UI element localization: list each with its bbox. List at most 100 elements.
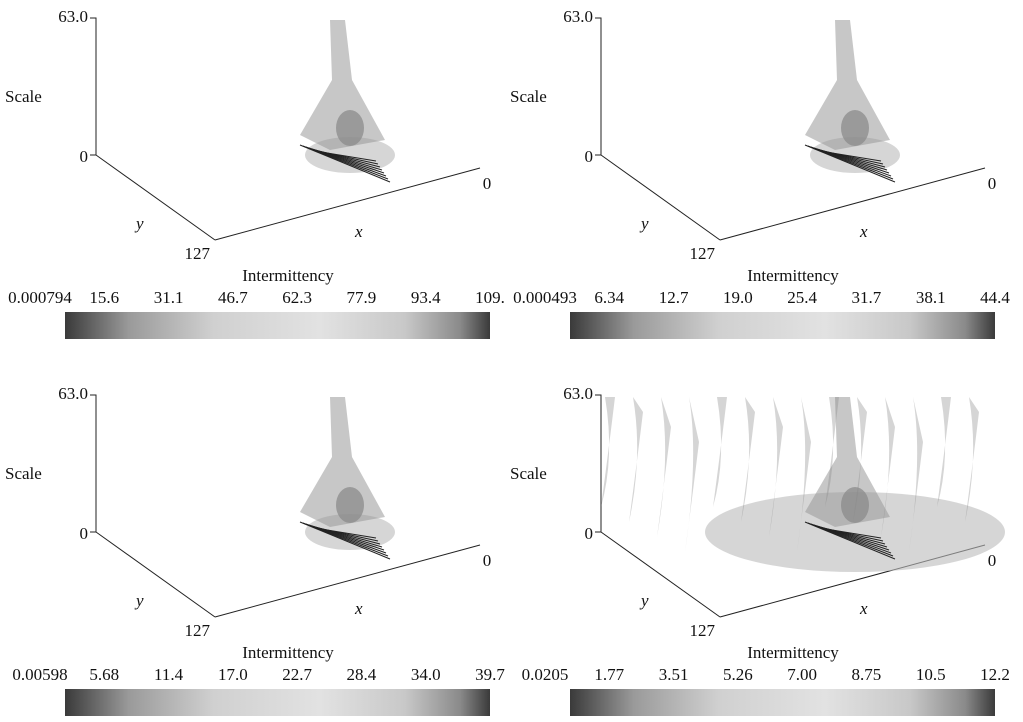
isosurface <box>937 397 951 507</box>
isosurface <box>601 397 615 507</box>
isosurface <box>336 487 364 523</box>
z-axis <box>595 394 602 533</box>
colorbar-tick-label: 25.4 <box>787 288 817 307</box>
isosurface <box>797 397 811 552</box>
x-axis-title: x <box>354 599 363 618</box>
isosurface <box>909 397 923 552</box>
panel: 63.0 Scale 0 y 127 x 0 Intermittency 0.0205 1.77 3… <box>510 384 1010 716</box>
z-bottom-label: 0 <box>80 147 89 166</box>
colorbar-tick-label: 1.77 <box>594 665 624 684</box>
z-top-label: 63.0 <box>563 384 593 403</box>
y-axis <box>600 154 721 241</box>
z-axis-title: Scale <box>510 464 547 483</box>
colorbar-tick-label: 12.2 <box>980 665 1010 684</box>
colorbar <box>65 689 490 716</box>
colorbar-tick-label: 0.00598 <box>12 665 67 684</box>
colorbar-tick-label: 39.7 <box>475 665 505 684</box>
isosurface <box>657 397 671 537</box>
z-bottom-label: 0 <box>80 524 89 543</box>
x-end-label: 0 <box>483 174 492 193</box>
x-axis <box>719 167 986 241</box>
colorbar-tick-label: 19.0 <box>723 288 753 307</box>
isosurface <box>853 397 867 522</box>
z-top-label: 63.0 <box>58 7 88 26</box>
colorbar-tick-label: 0.0205 <box>522 665 569 684</box>
y-end-label: 127 <box>185 621 211 640</box>
z-axis <box>595 17 602 156</box>
x-end-label: 0 <box>988 174 997 193</box>
isosurface <box>685 397 699 552</box>
colorbar-tick-label: 46.7 <box>218 288 248 307</box>
x-axis-title: x <box>859 222 868 241</box>
isosurface <box>825 397 839 507</box>
isosurface <box>965 397 979 522</box>
colorbar-tick-label: 31.1 <box>154 288 184 307</box>
colorbar-tick-label: 17.0 <box>218 665 248 684</box>
colorbar-title: Intermittency <box>242 643 334 662</box>
isosurface <box>741 397 755 522</box>
colorbar-tick-label: 77.9 <box>347 288 377 307</box>
colorbar-tick-label: 3.51 <box>659 665 689 684</box>
z-axis-title: Scale <box>5 464 42 483</box>
contour <box>825 528 882 539</box>
colorbar-tick-label: 0.000794 <box>8 288 72 307</box>
colorbar-tick-label: 31.7 <box>852 288 882 307</box>
colorbar-tick-label: 8.75 <box>852 665 882 684</box>
z-bottom-label: 0 <box>585 147 594 166</box>
x-end-label: 0 <box>988 551 997 570</box>
isosurface <box>705 492 1005 572</box>
y-axis-title: y <box>639 214 649 233</box>
colorbar-tick-label: 6.34 <box>594 288 624 307</box>
contour <box>320 151 377 162</box>
colorbar-title: Intermittency <box>747 643 839 662</box>
panel: 63.0 Scale 0 y 127 x 0 Intermittency 0.000794 15.… <box>5 7 505 339</box>
z-axis <box>90 17 97 156</box>
y-end-label: 127 <box>690 244 716 263</box>
colorbar <box>65 312 490 339</box>
colorbar <box>570 312 995 339</box>
colorbar-tick-label: 11.4 <box>154 665 184 684</box>
z-axis-title: Scale <box>510 87 547 106</box>
y-end-label: 127 <box>690 621 716 640</box>
colorbar-tick-label: 109. <box>475 288 505 307</box>
z-bottom-label: 0 <box>585 524 594 543</box>
y-axis-title: y <box>639 591 649 610</box>
contour <box>825 151 882 162</box>
y-axis <box>95 154 216 241</box>
colorbar-tick-label: 15.6 <box>89 288 119 307</box>
isosurface <box>841 487 869 523</box>
x-end-label: 0 <box>483 551 492 570</box>
colorbar-tick-label: 28.4 <box>347 665 377 684</box>
colorbar-title: Intermittency <box>242 266 334 285</box>
colorbar-tick-label: 22.7 <box>282 665 312 684</box>
y-axis <box>95 531 216 618</box>
colorbar-tick-label: 12.7 <box>659 288 689 307</box>
isosurface <box>300 397 385 527</box>
isosurface <box>713 397 727 507</box>
isosurface <box>805 397 890 527</box>
colorbar-tick-label: 93.4 <box>411 288 441 307</box>
colorbar-tick-label: 10.5 <box>916 665 946 684</box>
isosurface <box>805 20 890 150</box>
colorbar-tick-label: 34.0 <box>411 665 441 684</box>
colorbar <box>570 689 995 716</box>
isosurface <box>336 110 364 146</box>
colorbar-tick-label: 7.00 <box>787 665 817 684</box>
y-axis-title: y <box>134 214 144 233</box>
colorbar-tick-label: 0.000493 <box>513 288 577 307</box>
colorbar-tick-label: 62.3 <box>282 288 312 307</box>
y-axis <box>600 531 721 618</box>
z-top-label: 63.0 <box>563 7 593 26</box>
colorbar-tick-label: 5.26 <box>723 665 753 684</box>
colorbar-tick-label: 44.4 <box>980 288 1010 307</box>
z-top-label: 63.0 <box>58 384 88 403</box>
isosurface <box>841 110 869 146</box>
x-axis <box>214 544 481 618</box>
panel: 63.0 Scale 0 y 127 x 0 Intermittency 0.000493 6.3… <box>510 7 1010 339</box>
colorbar-tick-label: 38.1 <box>916 288 946 307</box>
y-axis-title: y <box>134 591 144 610</box>
isosurface <box>300 20 385 150</box>
isosurface <box>769 397 783 537</box>
contour <box>320 528 377 539</box>
x-axis-title: x <box>354 222 363 241</box>
